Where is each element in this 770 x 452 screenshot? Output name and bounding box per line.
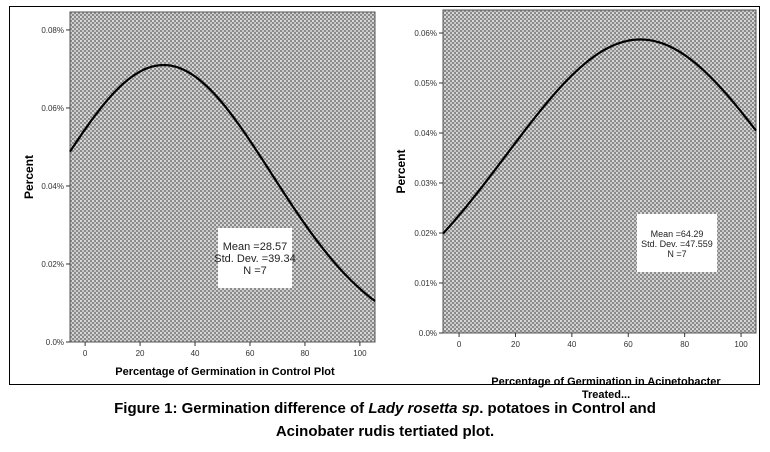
- y-tick-label: 0.0%: [46, 338, 64, 347]
- plot-area: [442, 9, 757, 334]
- stats-box: [218, 228, 292, 288]
- x-tick-label: 100: [353, 349, 367, 358]
- caption-species: Lady rosetta sp: [368, 400, 480, 417]
- caption-text: Figure 1: Germination difference of: [114, 400, 369, 417]
- figure-frame: [9, 6, 760, 385]
- x-axis-title: Percentage of Germination in Acinetobact…: [491, 376, 721, 388]
- y-tick-label: 0.04%: [41, 182, 64, 191]
- x-tick-label: 0: [83, 349, 88, 358]
- stats-line: Std. Dev. =47.559: [641, 239, 713, 249]
- y-tick-label: 0.03%: [414, 179, 437, 188]
- caption-text: . potatoes in Control and: [479, 400, 656, 417]
- x-tick-label: 40: [191, 349, 200, 358]
- stats-line: Mean =64.29: [651, 229, 704, 239]
- stats-line: N =7: [667, 249, 686, 259]
- normal-curve: [69, 63, 376, 302]
- figure-caption-line2: Acinobater rudis tertiated plot.: [275, 423, 495, 440]
- y-tick-label: 0.02%: [41, 260, 64, 269]
- x-tick-label: 40: [567, 340, 576, 349]
- figure-caption-line1: Figure 1: Germination difference of Lady…: [0, 400, 770, 417]
- x-tick-label: 20: [136, 349, 145, 358]
- x-axis-title-line2: Treated...: [582, 389, 630, 401]
- y-tick-label: 0.05%: [414, 79, 437, 88]
- x-tick-label: 80: [300, 349, 309, 358]
- x-tick-label: 100: [734, 340, 748, 349]
- y-tick-label: 0.01%: [414, 279, 437, 288]
- y-tick-label: 0.0%: [419, 329, 437, 338]
- plot-area: [69, 11, 376, 343]
- y-tick-label: 0.06%: [414, 29, 437, 38]
- y-tick-label: 0.06%: [41, 104, 64, 113]
- stats-box: [637, 214, 717, 272]
- x-tick-label: 0: [457, 340, 462, 349]
- y-tick-label: 0.04%: [414, 129, 437, 138]
- x-tick-label: 60: [246, 349, 255, 358]
- x-axis-title: Percentage of Germination in Control Plo…: [115, 366, 335, 378]
- y-axis-title: Percent: [22, 155, 36, 199]
- y-tick-label: 0.08%: [41, 26, 64, 35]
- x-tick-label: 60: [624, 340, 633, 349]
- x-tick-label: 20: [511, 340, 520, 349]
- x-tick-label: 80: [680, 340, 689, 349]
- stats-line: Mean =28.57: [223, 241, 288, 253]
- y-tick-label: 0.02%: [414, 229, 437, 238]
- stats-line: N =7: [243, 265, 267, 277]
- normal-curve: [442, 38, 757, 235]
- y-axis-title: Percent: [394, 149, 408, 193]
- stats-line: Std. Dev. =39.34: [214, 253, 295, 265]
